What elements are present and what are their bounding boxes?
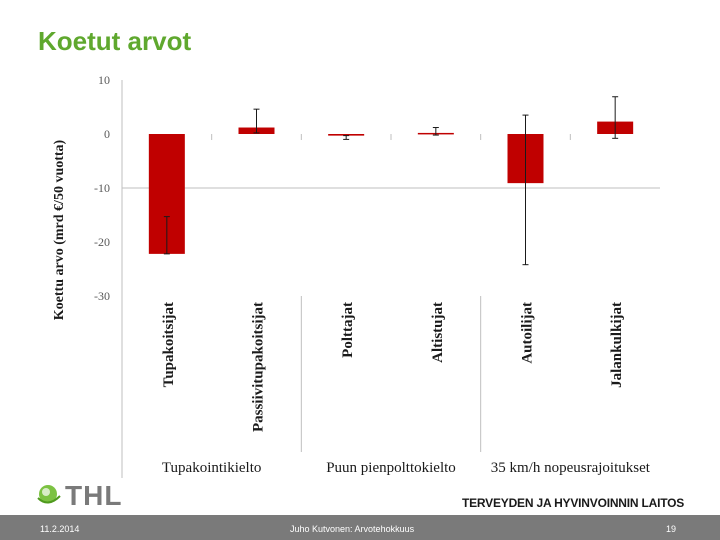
group-label: Tupakointikielto <box>162 460 261 476</box>
y-tick-label: 10 <box>98 73 110 87</box>
bar <box>328 134 365 136</box>
group-label: 35 km/h nopeusrajoitukset <box>491 460 651 476</box>
y-tick-label: 0 <box>104 127 110 141</box>
category-label: Autoilijat <box>520 302 536 364</box>
footer-date: 11.2.2014 <box>40 524 80 534</box>
y-axis-title: Koettu arvo (mrd €/50 vuotta) <box>52 139 67 320</box>
slide-title: Koetut arvot <box>38 26 192 56</box>
category-label: Passiivitupakoitsijat <box>251 302 267 432</box>
category-label: Polttajat <box>340 302 356 358</box>
category-label: Tupakoitsijat <box>161 302 177 387</box>
bar-chart: 10 0 -10 -20 -30 Koettu arvo (mrd €/50 vuotta… <box>52 73 660 478</box>
page-number: 19 <box>666 524 677 534</box>
group-label: Puun pienpolttokielto <box>326 460 456 476</box>
y-tick-label: -10 <box>94 181 110 195</box>
category-label: Jalankulkijat <box>609 302 625 388</box>
footer-bar: 11.2.2014 Juho Kutvonen: Arvotehokkuus 1… <box>0 515 720 540</box>
footer-author: Juho Kutvonen: Arvotehokkuus <box>290 524 415 534</box>
y-tick-label: -30 <box>94 289 110 303</box>
y-tick-label: -20 <box>94 235 110 249</box>
thl-logo-icon <box>37 485 61 504</box>
logo-text: THL <box>65 480 123 511</box>
category-label: Altistujat <box>430 302 446 363</box>
organization-name: TERVEYDEN JA HYVINVOINNIN LAITOS <box>462 496 685 510</box>
